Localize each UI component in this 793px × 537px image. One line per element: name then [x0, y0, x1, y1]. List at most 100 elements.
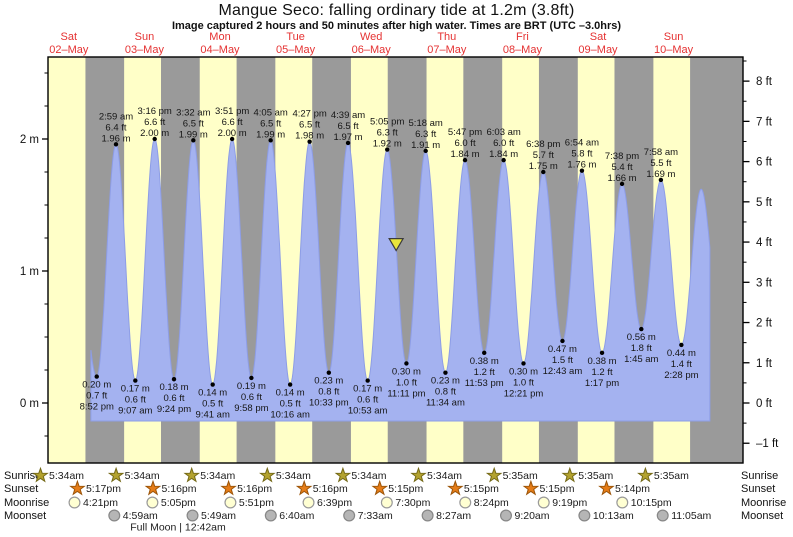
- low-tide-time: 10:53 am: [348, 406, 388, 417]
- high-tide-feet: 6.5 ft: [299, 120, 320, 131]
- high-tide-time: 3:16 pm: [138, 106, 172, 117]
- low-tide-meters: 0.14 m: [276, 388, 305, 399]
- astro-row-label-right: Moonrise: [741, 497, 786, 509]
- high-tide-feet: 6.6 ft: [144, 117, 165, 128]
- high-tide-dot: [462, 157, 468, 163]
- low-tide-time: 11:34 am: [426, 398, 465, 409]
- left-axis-label: 1 m: [20, 266, 39, 278]
- day-date-label: 07–May: [427, 44, 467, 56]
- day-date-label: 06–May: [352, 44, 392, 56]
- sunset-time: 5:16pm: [161, 483, 196, 495]
- sunset-icon: [522, 479, 540, 496]
- low-tide-time: 10:33 pm: [309, 398, 349, 409]
- high-tide-dot: [152, 136, 157, 142]
- low-tide-feet: 1.0 ft: [513, 377, 534, 388]
- sunrise-time: 5:34am: [276, 470, 311, 482]
- low-tide-dot: [599, 350, 605, 356]
- moonset-icon: [343, 509, 356, 522]
- moonset-time: 7:33am: [358, 510, 393, 522]
- high-tide-time: 4:27 pm: [292, 109, 326, 120]
- low-tide-feet: 0.6 ft: [125, 395, 146, 406]
- low-tide-meters: 0.20 m: [82, 380, 111, 391]
- high-tide-time: 5:18 am: [409, 118, 443, 129]
- moonset-time: 8:27am: [436, 510, 471, 522]
- low-tide-dot: [249, 375, 254, 381]
- high-tide-dot: [268, 138, 273, 143]
- low-tide-meters: 0.19 m: [237, 381, 266, 392]
- moon-phase-note: Full Moon | 12:42am: [130, 522, 226, 534]
- sunset-icon: [295, 479, 313, 496]
- low-tide-meters: 0.30 m: [509, 366, 538, 377]
- low-tide-meters: 0.14 m: [198, 388, 227, 399]
- sunset-time: 5:15pm: [539, 483, 574, 495]
- low-tide-time: 2:28 pm: [664, 370, 698, 381]
- moonrise-icon: [224, 496, 237, 509]
- sunset-icon: [598, 479, 615, 496]
- high-tide-dot: [307, 139, 312, 144]
- sunset-icon: [371, 479, 389, 496]
- high-tide-time: 6:54 am: [565, 138, 599, 149]
- high-tide-feet: 6.4 ft: [105, 122, 126, 133]
- high-tide-meters: 2.00 m: [218, 128, 247, 139]
- high-tide-meters: 1.96 m: [101, 133, 130, 144]
- high-tide-dot: [423, 148, 428, 154]
- low-tide-dot: [133, 378, 138, 383]
- moonrise-icon: [146, 496, 159, 509]
- moonset-icon: [186, 509, 199, 522]
- high-tide-dot: [619, 181, 625, 187]
- high-tide-time: 7:38 pm: [605, 151, 639, 162]
- right-axis-label: 5 ft: [756, 197, 773, 209]
- moonset-icon: [421, 509, 434, 522]
- right-axis-label: 0 ft: [756, 398, 773, 410]
- low-tide-meters: 0.30 m: [392, 366, 421, 377]
- low-tide-dot: [326, 370, 332, 375]
- low-tide-dot: [171, 377, 177, 382]
- low-tide-time: 12:43 am: [543, 366, 583, 377]
- moonrise-time: 5:51pm: [239, 497, 274, 509]
- low-tide-dot: [287, 382, 293, 387]
- high-tide-dot: [229, 136, 235, 142]
- moonrise-time: 7:30pm: [395, 497, 430, 509]
- low-tide-time: 10:16 am: [270, 410, 310, 421]
- high-tide-dot: [501, 157, 506, 163]
- low-tide-dot: [560, 338, 565, 344]
- low-tide-feet: 0.7 ft: [86, 391, 107, 402]
- low-tide-meters: 0.47 m: [548, 344, 577, 355]
- chart-subtitle: Image captured 2 hours and 50 minutes af…: [171, 20, 622, 32]
- day-name-label: Sun: [664, 31, 684, 43]
- low-tide-time: 9:07 am: [118, 406, 152, 417]
- high-tide-meters: 1.84 m: [450, 149, 479, 160]
- day-date-label: 05–May: [276, 44, 316, 56]
- high-tide-feet: 6.5 ft: [337, 121, 358, 132]
- moonset-time: 6:40am: [279, 510, 314, 522]
- sunset-time: 5:17pm: [86, 483, 121, 495]
- low-tide-feet: 0.5 ft: [202, 399, 223, 410]
- day-date-label: 10–May: [654, 44, 694, 56]
- low-tide-feet: 1.8 ft: [631, 343, 652, 354]
- sunset-time: 5:16pm: [237, 483, 272, 495]
- high-tide-time: 4:39 am: [331, 110, 365, 121]
- high-tide-meters: 1.91 m: [411, 140, 440, 151]
- moonset-icon: [578, 509, 591, 522]
- sunset-icon: [69, 479, 86, 496]
- moonset-icon: [108, 509, 121, 522]
- high-tide-feet: 5.5 ft: [650, 158, 671, 169]
- low-tide-feet: 0.8 ft: [318, 387, 339, 398]
- low-tide-meters: 0.56 m: [627, 332, 656, 343]
- high-tide-time: 4:05 am: [253, 107, 287, 118]
- moonset-icon: [499, 509, 512, 522]
- sunset-time: 5:15pm: [388, 483, 423, 495]
- low-tide-dot: [94, 374, 99, 379]
- low-tide-meters: 0.18 m: [159, 382, 188, 393]
- high-tide-time: 7:58 am: [644, 147, 678, 158]
- low-tide-dot: [482, 350, 487, 356]
- moonrise-icon: [537, 496, 550, 509]
- high-tide-time: 5:05 pm: [370, 117, 404, 128]
- day-name-label: Wed: [360, 31, 382, 43]
- high-tide-meters: 2.00 m: [140, 128, 169, 139]
- astro-row-label-right: Moonset: [741, 510, 783, 522]
- daylight-band: [48, 57, 86, 463]
- low-tide-meters: 0.38 m: [470, 356, 499, 367]
- low-tide-dot: [521, 361, 526, 366]
